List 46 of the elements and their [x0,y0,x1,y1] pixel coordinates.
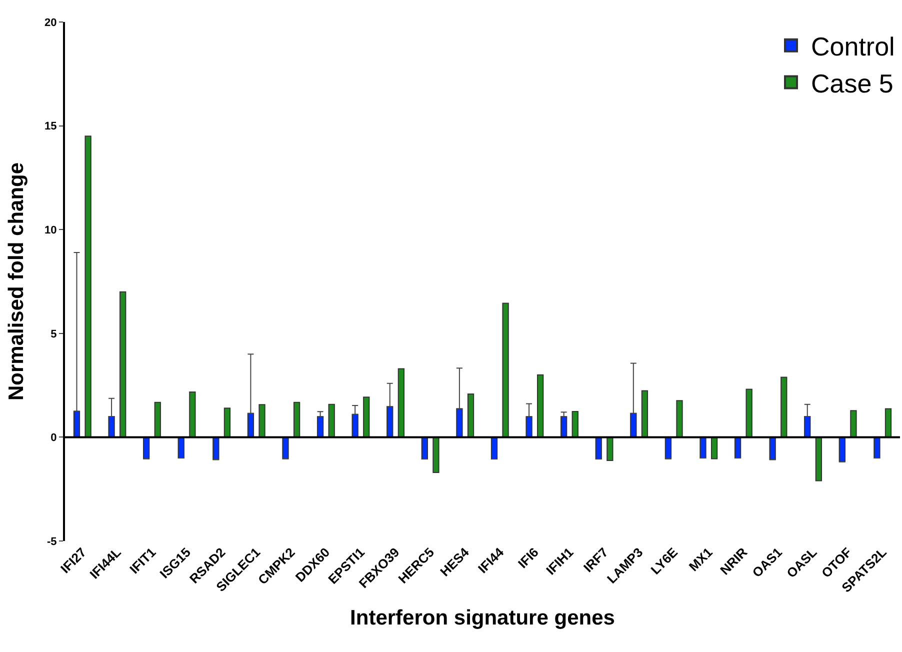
bar [490,436,498,460]
y-axis-title: Normalised fold change [5,162,28,401]
bar [189,391,196,438]
bar [526,416,532,438]
bar [502,302,509,438]
bar [734,436,742,458]
bar [363,396,370,438]
bar [815,436,822,482]
bar [293,402,300,438]
bar [884,408,892,438]
bar [398,368,404,438]
bar [224,408,231,438]
bar [874,436,880,458]
bar [386,406,394,438]
y-tick-label: 5 [50,328,57,340]
bar [84,136,92,438]
bar [572,410,578,438]
bar [746,388,752,438]
bar [120,291,126,438]
x-axis-title: Interferon signature genes [350,606,615,630]
y-tick-label: 15 [44,120,57,133]
bar [456,408,463,438]
bar [282,436,289,460]
y-tick-label: 0 [50,432,57,444]
legend-label: Case 5 [811,68,894,98]
bar [108,416,115,438]
bar [710,436,718,460]
bar [641,390,648,438]
bar [467,394,474,438]
bar [676,400,683,438]
bar [432,436,440,473]
bar [328,404,335,438]
y-tick-label: -5 [47,536,57,548]
bar [154,402,161,438]
bar [143,436,150,460]
bar [780,376,788,438]
bar [700,436,706,458]
bar [850,410,857,438]
bar [537,374,544,438]
y-tick-label: 20 [44,16,57,29]
bar [258,404,266,438]
bar [664,436,672,460]
x-tick-label: IFI6 [514,544,542,572]
bar [606,436,614,461]
y-tick-label: 10 [44,224,57,236]
legend-label: Control [811,32,895,62]
